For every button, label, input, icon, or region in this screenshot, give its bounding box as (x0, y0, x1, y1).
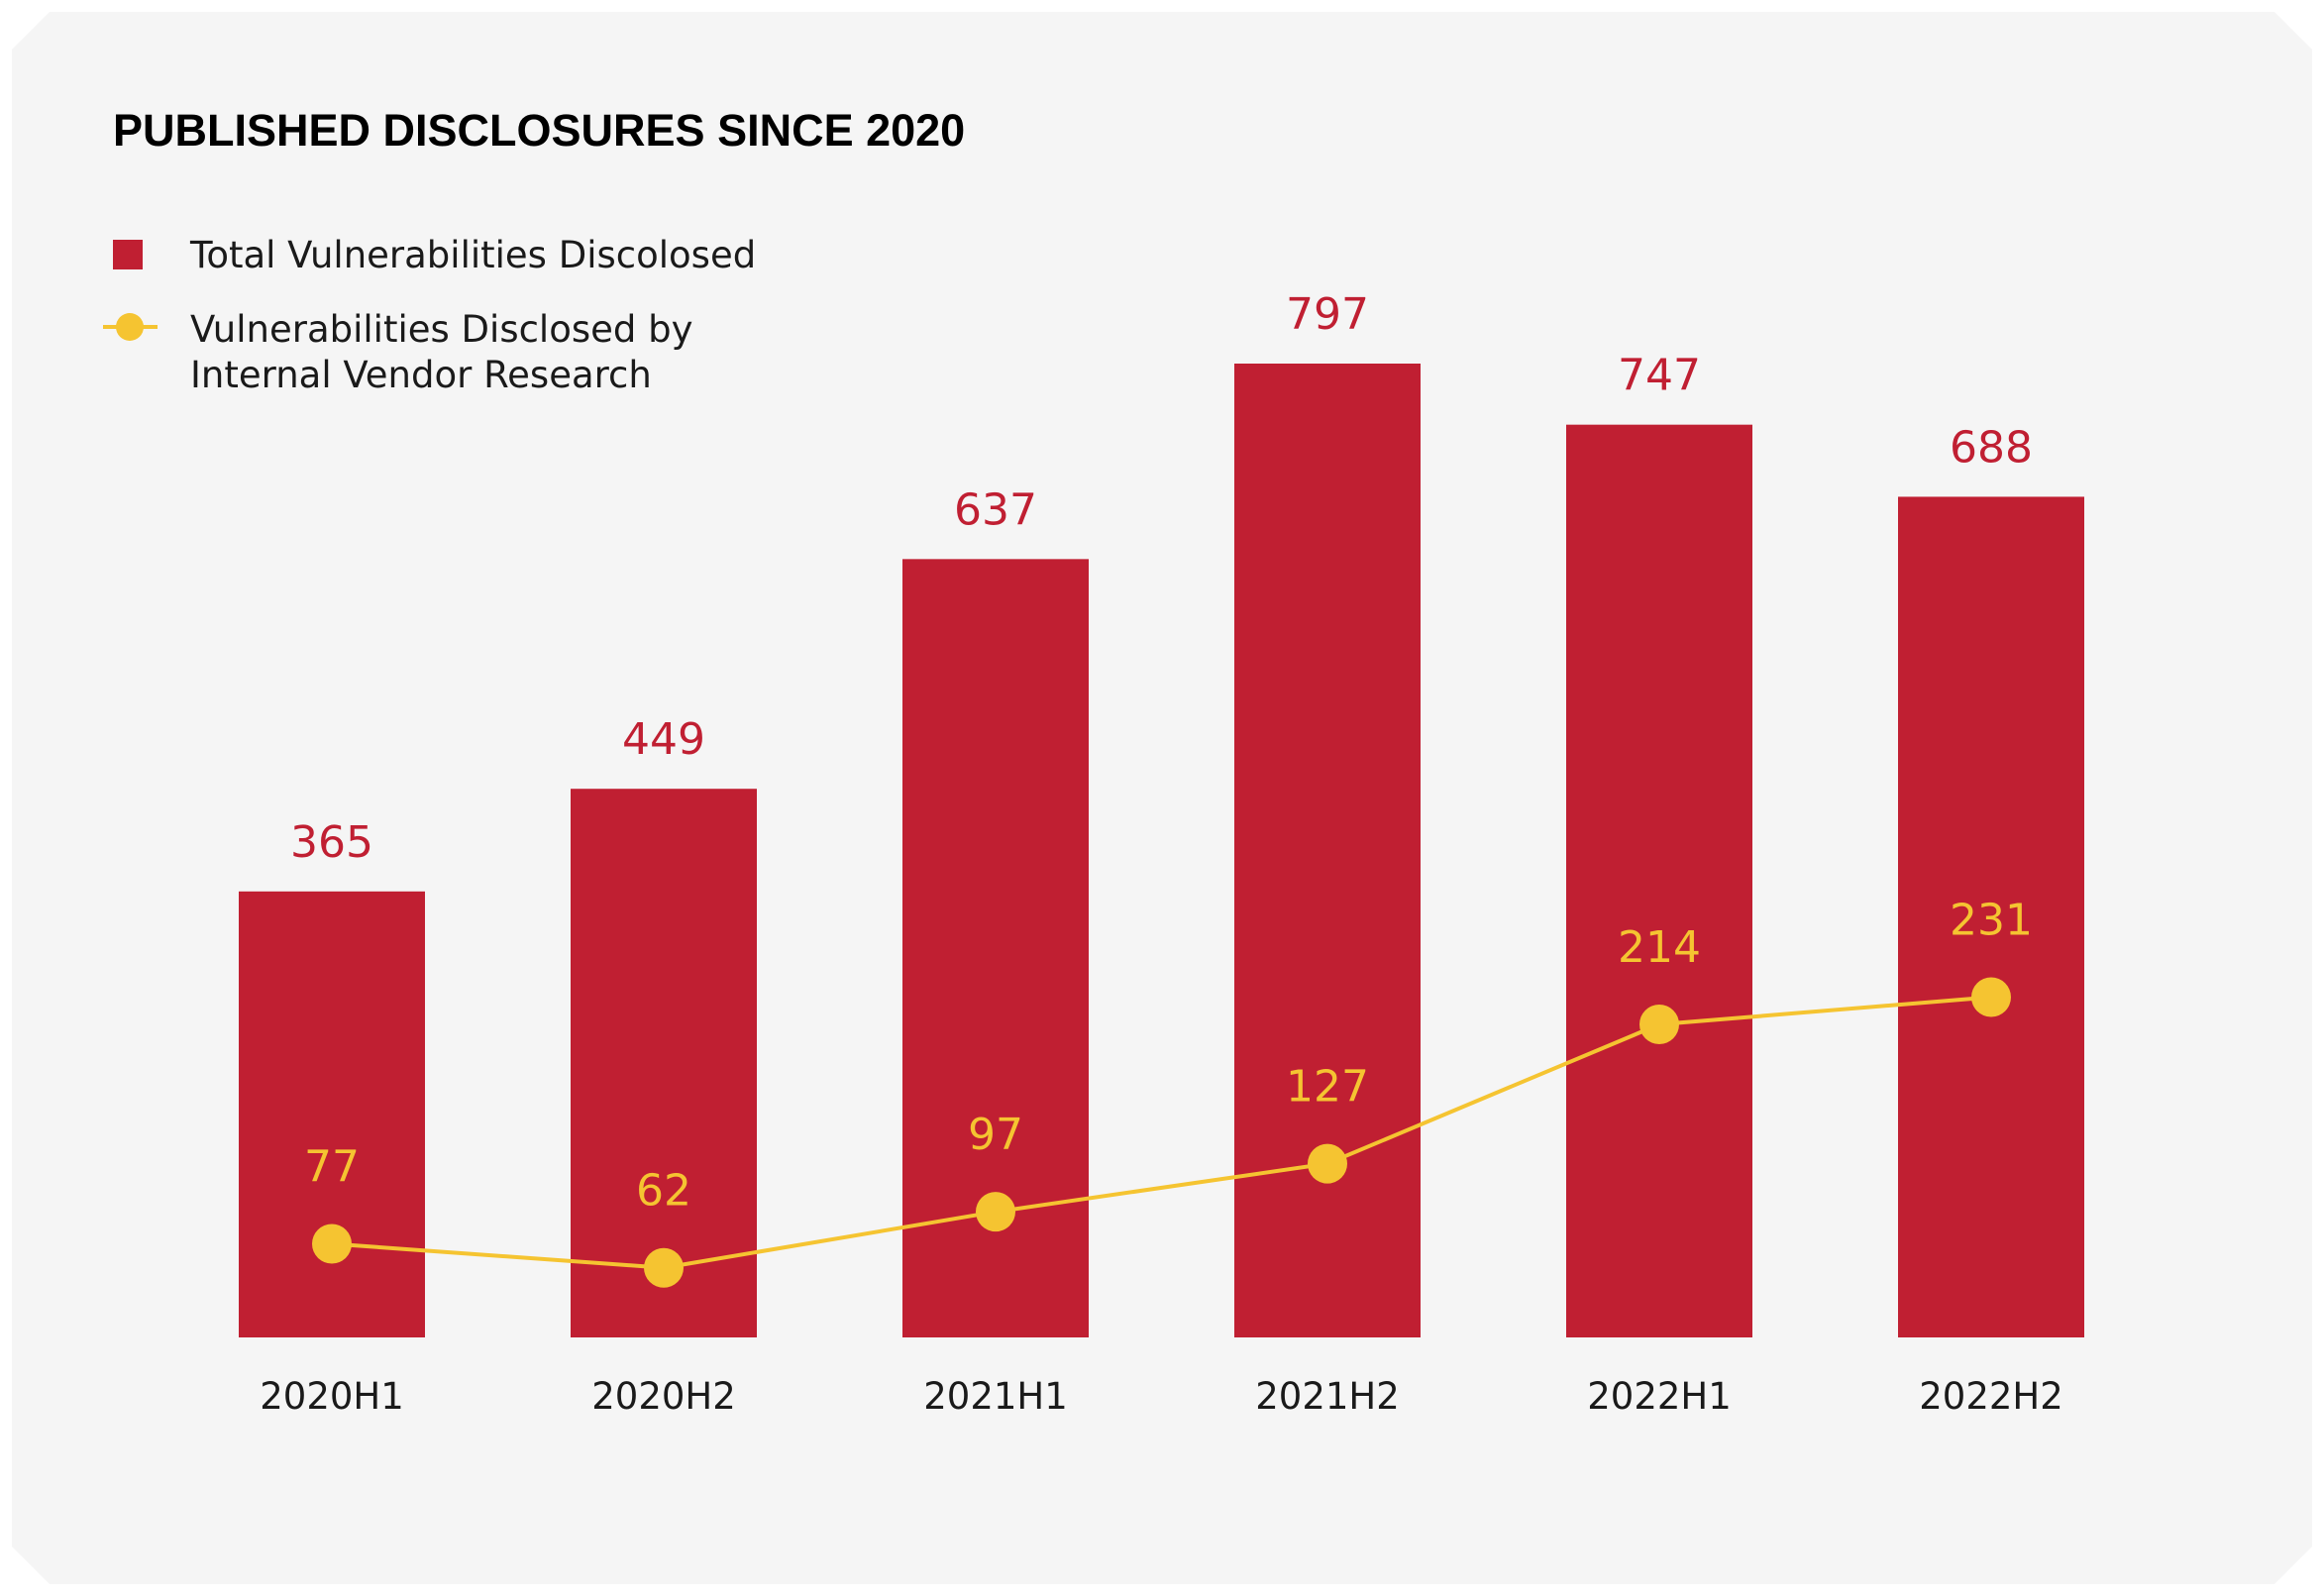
line-value-label-2020H1: 77 (304, 1141, 360, 1192)
x-tick-label-2021H2: 2021H2 (1255, 1375, 1400, 1418)
x-tick-label-2021H1: 2021H1 (923, 1375, 1068, 1418)
bar-2022H1 (1566, 424, 1752, 1337)
bar-2020H1 (239, 891, 425, 1337)
bar-value-label-2022H2: 688 (1950, 422, 2033, 473)
bar-value-label-2021H2: 797 (1286, 289, 1369, 340)
line-point-2021H1 (976, 1192, 1015, 1232)
bar-2022H2 (1898, 496, 2084, 1338)
line-value-label-2021H2: 127 (1286, 1062, 1369, 1113)
line-series-path (331, 995, 1992, 1270)
bar-value-label-2022H1: 747 (1618, 351, 1701, 401)
line-series: 77 62 97 127 214 231 (304, 895, 2033, 1288)
legend-line-marker (116, 313, 144, 341)
line-point-2021H2 (1308, 1143, 1347, 1184)
line-value-label-2021H1: 97 (968, 1110, 1023, 1160)
legend-line-label-1: Vulnerabilities Disclosed by (190, 308, 693, 351)
bar-value-label-2020H2: 449 (622, 714, 705, 765)
bar-2021H2 (1234, 364, 1421, 1337)
x-tick-label-2020H2: 2020H2 (591, 1375, 736, 1418)
line-point-2020H2 (644, 1247, 684, 1288)
bar-2020H2 (571, 789, 757, 1337)
line-point-2020H1 (312, 1224, 352, 1264)
x-tick-label-2020H1: 2020H1 (260, 1375, 404, 1418)
chart-title: PUBLISHED DISCLOSURES SINCE 2020 (113, 105, 965, 156)
line-value-label-2022H2: 231 (1950, 895, 2033, 945)
x-axis-labels: 2020H1 2020H2 2021H1 2021H2 2022H1 2022H2 (260, 1375, 2063, 1418)
x-tick-label-2022H2: 2022H2 (1919, 1375, 2063, 1418)
bar-value-label-2021H1: 637 (954, 484, 1037, 535)
legend-bar-swatch (113, 240, 143, 269)
x-tick-label-2022H1: 2022H1 (1587, 1375, 1732, 1418)
legend-bar-label: Total Vulnerabilities Discolosed (189, 234, 756, 276)
legend-line-label-2: Internal Vendor Research (190, 354, 652, 396)
bar-value-label-2020H1: 365 (290, 817, 373, 868)
line-point-2022H1 (1639, 1004, 1679, 1044)
line-value-label-2020H2: 62 (636, 1166, 691, 1217)
line-point-2022H2 (1971, 977, 2011, 1017)
line-value-label-2022H1: 214 (1618, 922, 1701, 973)
